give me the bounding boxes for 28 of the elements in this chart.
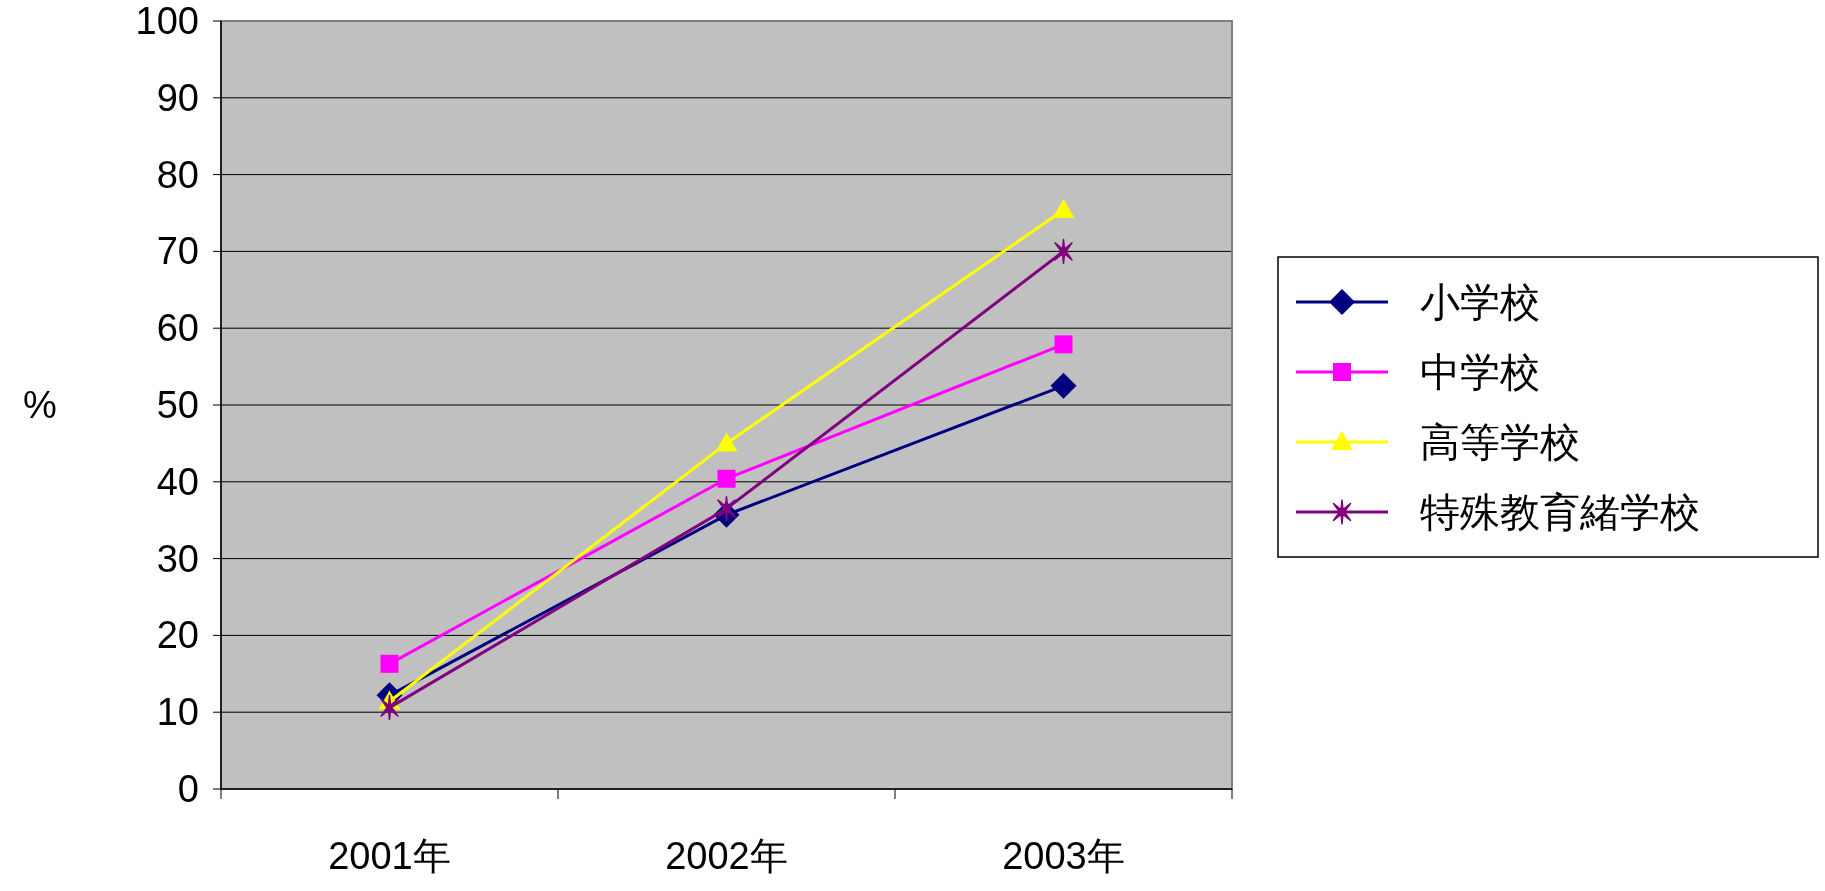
y-tick-label: 50 bbox=[156, 384, 199, 426]
y-tick-label: 80 bbox=[156, 153, 199, 196]
point bbox=[1050, 372, 1077, 399]
y-tick-label: 20 bbox=[156, 614, 199, 657]
point bbox=[1052, 198, 1075, 218]
y-tick-label: 30 bbox=[156, 537, 199, 580]
y-tick-label: 70 bbox=[156, 230, 199, 273]
legend-label: 特殊教育緒学校 bbox=[1420, 490, 1700, 534]
legend-label: 小学校 bbox=[1420, 280, 1540, 324]
legend-label: 高等学校 bbox=[1420, 420, 1580, 464]
y-tick-label: 0 bbox=[177, 768, 199, 810]
point bbox=[380, 694, 399, 721]
y-axis-title: % bbox=[23, 384, 57, 426]
point bbox=[717, 469, 736, 488]
point bbox=[1054, 238, 1073, 265]
point bbox=[380, 654, 399, 673]
y-tick-label: 10 bbox=[156, 691, 199, 734]
point bbox=[715, 432, 738, 452]
y-tick-label: 60 bbox=[156, 307, 199, 350]
point bbox=[1054, 335, 1073, 354]
y-tick-label: 40 bbox=[156, 460, 199, 503]
x-tick-label: 2003年 bbox=[1002, 835, 1125, 877]
legend-label: 中学校 bbox=[1420, 350, 1540, 394]
y-tick-label: 90 bbox=[156, 76, 199, 119]
x-tick-label: 2002年 bbox=[665, 835, 788, 877]
x-tick-label: 2001年 bbox=[328, 835, 451, 877]
y-tick-label: 100 bbox=[135, 0, 199, 42]
point bbox=[717, 495, 736, 522]
